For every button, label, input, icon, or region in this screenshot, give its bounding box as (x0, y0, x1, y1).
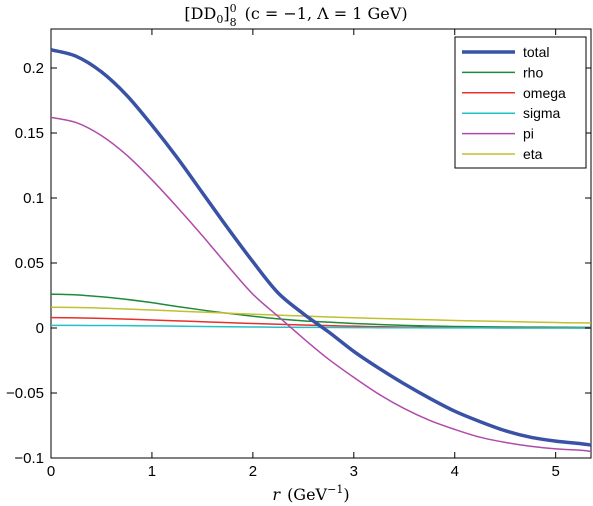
x-tick-label: 3 (350, 463, 358, 480)
y-tick-label: 0.05 (15, 255, 44, 272)
legend-label-eta: eta (523, 146, 543, 162)
legend-box (454, 36, 587, 169)
x-tick-label: 4 (451, 463, 459, 480)
y-tick-label: 0 (36, 320, 44, 337)
y-tick-label: 0.2 (23, 60, 44, 77)
chart-title: [DD0]0 8 (c = −1, Λ = 1 GeV) (184, 2, 407, 29)
series-lines (50, 48, 592, 453)
title-subscript: 8 (230, 16, 237, 29)
series-line-rho (50, 293, 592, 329)
legend-label-pi: pi (523, 126, 534, 142)
xlabel-unit: (GeV (287, 485, 327, 504)
svg-text:r(GeV−1): r (GeV−1) (272, 483, 349, 504)
series-line-eta (50, 306, 592, 324)
xlabel-var: r (272, 485, 281, 504)
series-line-pi (50, 116, 592, 453)
y-tick-label: 0.1 (23, 190, 44, 207)
title-superscript: 0 (230, 2, 237, 15)
legend-label-sigma: sigma (523, 105, 561, 121)
x-tick-label: 1 (148, 463, 156, 480)
y-tick-label: −0.05 (6, 385, 44, 402)
xlabel-exp: −1 (327, 483, 343, 496)
x-tick-label: 2 (249, 463, 257, 480)
title-base: [DD (184, 4, 216, 23)
legend-label-total: total (523, 44, 549, 60)
axis-ticks: 0 1 2 3 4 5 −0.1 −0.05 0 0.05 0.1 0.15 0.2 (6, 29, 591, 480)
title-sub-d: 0 (216, 13, 223, 26)
legend: total rho omega sigma pi eta (454, 36, 587, 169)
svg-text:[DD0]08(c = −1, Λ = 1 GeV): [DD0]0 8 (c = −1, Λ = 1 GeV) (184, 2, 407, 29)
title-rest: (c = −1, Λ = 1 GeV) (245, 4, 408, 23)
x-tick-label: 5 (552, 463, 560, 480)
xlabel-close: ) (343, 485, 349, 504)
y-tick-label: 0.15 (15, 125, 44, 142)
y-tick-label: −0.1 (14, 450, 44, 467)
axes-frame (50, 28, 592, 459)
series-line-sigma (50, 324, 591, 329)
legend-label-omega: omega (523, 85, 566, 101)
x-axis-label: r (GeV−1) (272, 483, 349, 504)
legend-label-rho: rho (523, 64, 543, 80)
series-line-total (50, 48, 592, 447)
title-bracket-close: ] (223, 4, 229, 23)
x-tick-label: 0 (47, 463, 55, 480)
